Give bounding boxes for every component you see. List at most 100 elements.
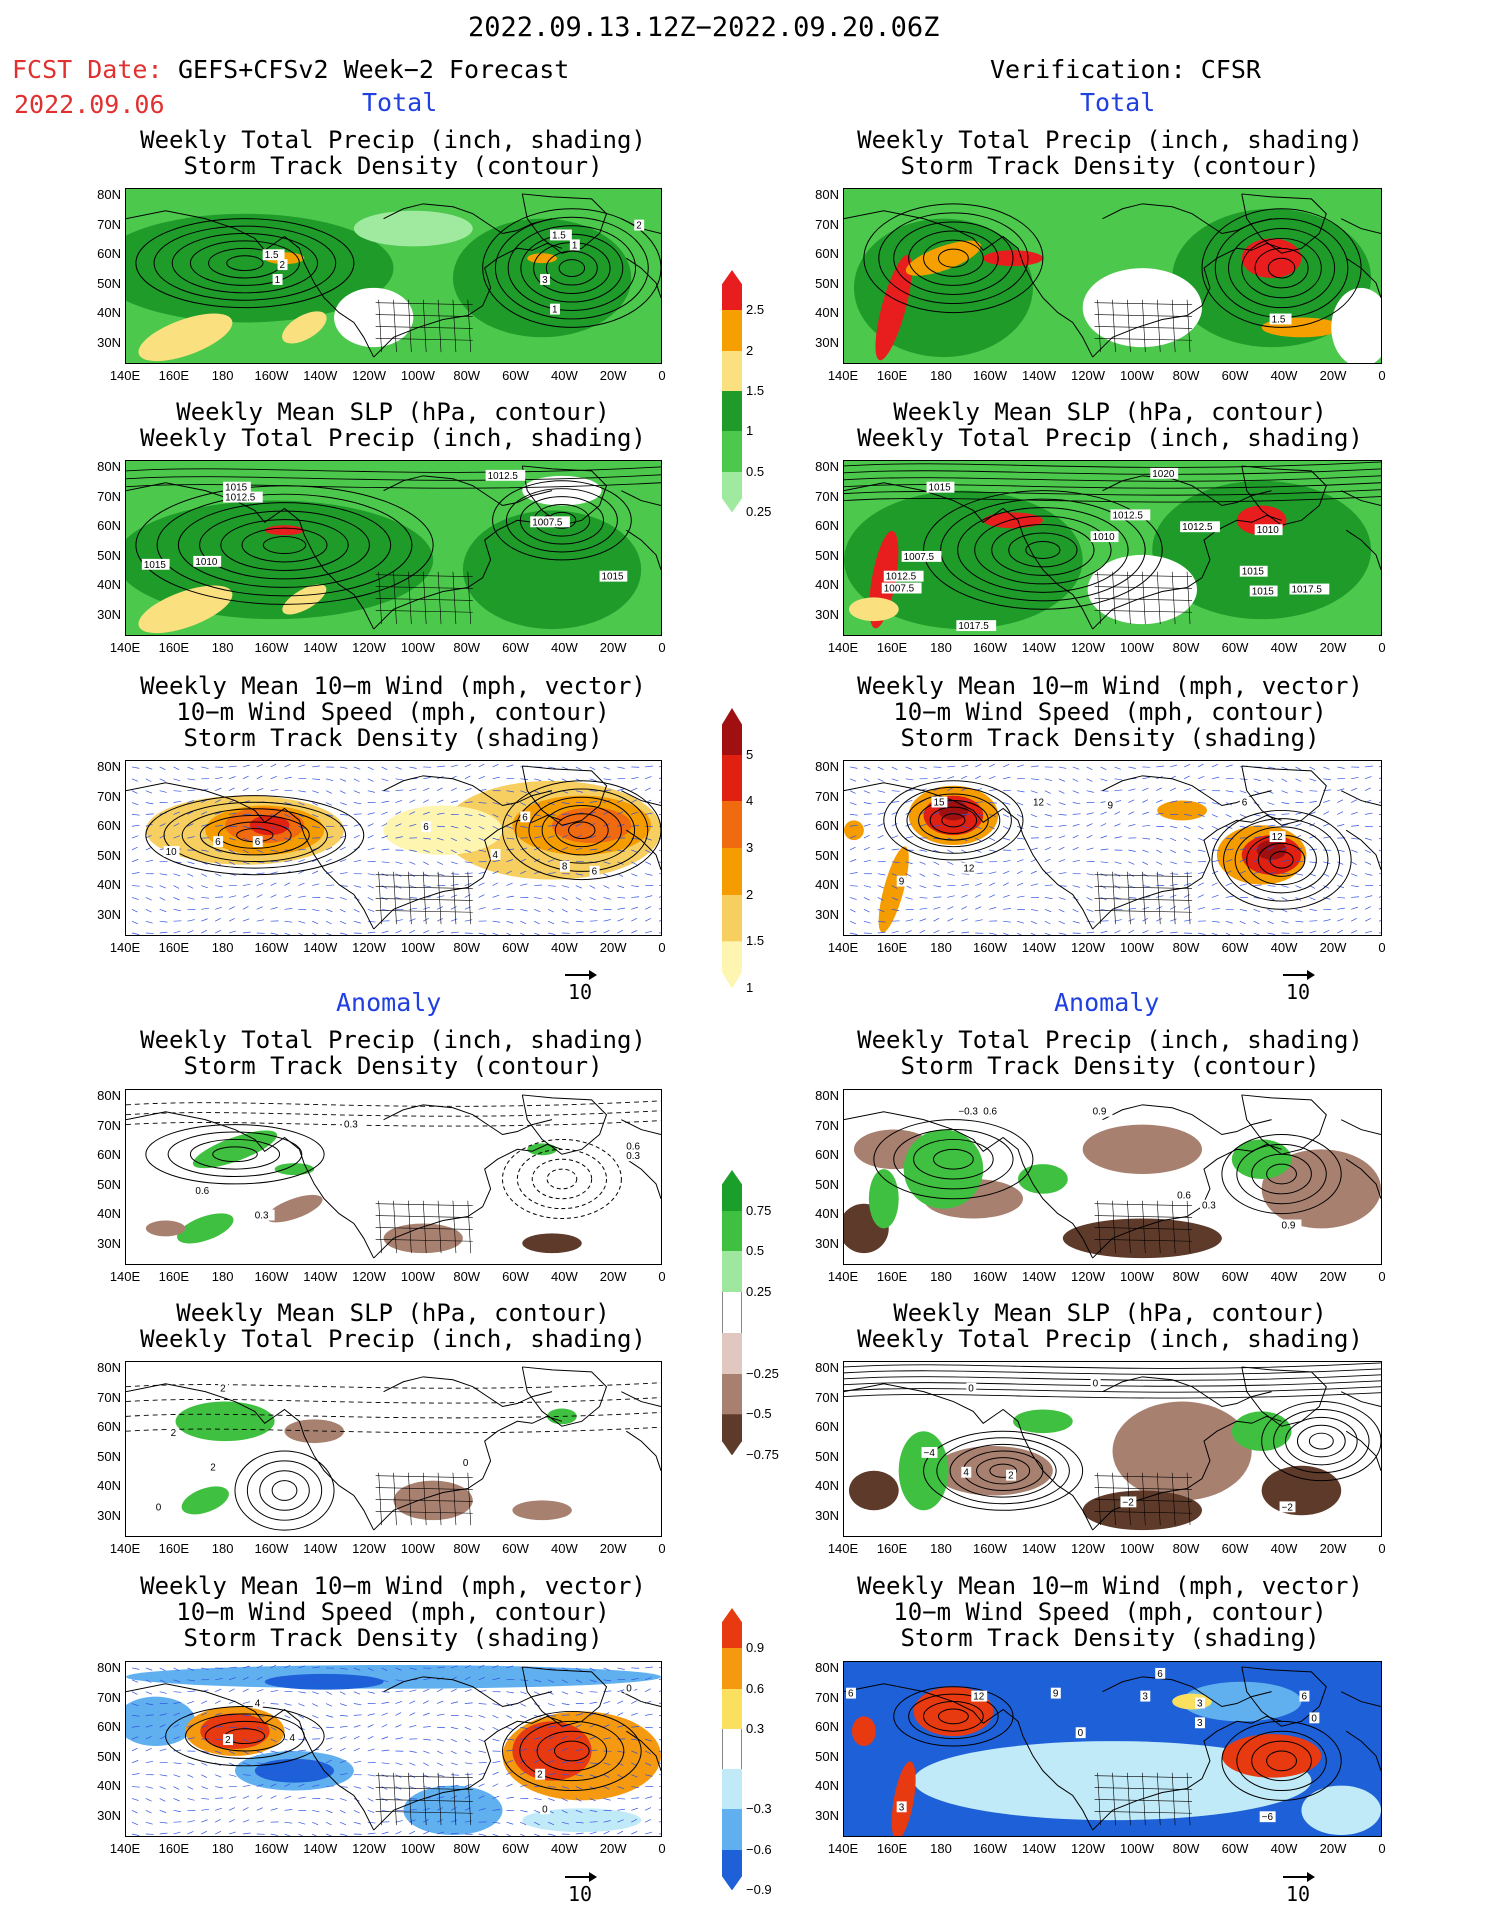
contour-label: 1015 [144,560,166,571]
contour-label: 0.6 [626,1141,640,1152]
lat-label: 60N [97,246,121,261]
lat-label: 50N [97,275,121,291]
contour-label: 3 [1142,1692,1148,1703]
lat-label: 30N [815,1507,839,1523]
colorbar-swatch [722,1688,742,1730]
lon-label: 20W [1319,1269,1347,1284]
lon-label: 180 [211,940,234,955]
lon-label: 140E [109,940,141,955]
lon-label: 140W [1022,640,1056,655]
lon-label: 60W [502,1269,529,1284]
vector-ref-arrow-vf-anom [1283,1872,1315,1882]
vector-ref-label-fc-anom: 10 [567,1882,593,1906]
contour-label: 6 [423,822,429,833]
lon-label: 100W [400,1541,435,1556]
title-vf-slp-anom: Weekly Mean SLP (hPa, contour) Weekly Tot… [857,1299,1363,1353]
lon-label: 160E [158,640,189,655]
lat-label: 70N [97,1389,121,1405]
lon-label: 100W [400,640,435,655]
lon-label: 120W [1071,1541,1105,1556]
title-vf-slp: Weekly Mean SLP (hPa, contour) Weekly Tot… [857,398,1363,452]
lat-label: 80N [815,187,839,202]
contour-label: 8 [562,862,568,873]
lon-label: 40W [1270,640,1298,655]
contour-label: 0.3 [255,1211,269,1222]
contour-label: 0 [156,1502,162,1513]
contour-label: 0.3 [1202,1201,1216,1212]
lon-label: 160W [973,368,1007,383]
lon-label: 100W [400,940,435,955]
contour-label: 1015 [929,483,952,494]
lon-label: 60W [502,368,529,383]
contour-label: 1012.5 [1113,510,1144,521]
lon-label: 140W [1022,1541,1056,1556]
lon-label: 120W [352,940,387,955]
lon-label: 80W [1172,940,1200,955]
colorbar-swatch [722,350,742,392]
lat-label: 30N [815,606,839,622]
contour-label: 0.3 [626,1151,640,1162]
colorbar-swatch [722,1728,742,1770]
lon-label: 100W [1120,1841,1154,1856]
contour-label: 9 [899,877,905,888]
lat-label: 50N [815,547,839,563]
lat-label: 50N [815,1448,839,1464]
section-total-right: Total [1080,88,1156,117]
contour-label: 12 [963,864,975,875]
contour-label: 6 [848,1689,854,1700]
map-fc-precip-storm: 1.5 2 1 1 1.5 3 1 2 [125,188,662,364]
lat-label: 30N [97,1235,121,1251]
contour-label: 2 [171,1428,177,1439]
lon-label: 20W [1319,640,1347,655]
map-vf-slp-anom: 0 0 −4 4 2 −2 −2 [843,1361,1382,1537]
lon-label: 160E [158,940,189,955]
lon-label: 0 [658,640,666,655]
contour-label: 1015 [1252,586,1275,597]
title-vf-wind-anom: Weekly Mean 10−m Wind (mph, vector) 10−m … [857,1572,1363,1652]
lat-label: 60N [815,1719,839,1734]
lon-label: 80W [453,640,481,655]
lon-label: 40W [1270,940,1298,955]
lon-label: 160W [973,1841,1007,1856]
colorbar-swatch [722,431,742,473]
map-vf-precip-anom: −0.3 0.6 0.9 0.6 0.3 0.9 [843,1089,1382,1265]
lon-label: 140W [1022,1841,1056,1856]
lon-label: 40W [550,1269,578,1284]
contour-label: 6 [592,867,598,878]
lon-label: 120W [1071,368,1105,383]
lon-label: 140E [827,1269,859,1284]
lon-label: 80W [453,368,481,383]
contour-label: 3 [1197,1699,1203,1710]
contour-label: −6 [1262,1812,1274,1823]
contour-label: 1012.5 [225,493,256,504]
contour-label: 4 [255,1698,261,1709]
lat-label: 50N [815,847,839,863]
lat-label: 70N [97,216,121,232]
contour-label: 0 [463,1458,469,1469]
lat-label: 60N [97,1719,121,1734]
contour-label: 12 [1272,832,1284,843]
lon-label: 0 [1378,1269,1386,1284]
colorbar-swatch [722,801,742,849]
lon-label: 60W [1221,940,1249,955]
lat-label: 80N [97,1088,121,1103]
colorbar-swatch [722,471,742,513]
colorbar-label: −0.25 [746,1365,779,1381]
lat-label: 30N [97,906,121,922]
colorbar-precip-total [722,270,742,513]
colorbar-swatch [722,1608,742,1649]
contour-label: 1007.5 [904,552,935,563]
lon-label: 180 [930,1269,952,1284]
contour-label: 2 [210,1463,216,1474]
lon-label: 140W [303,940,338,955]
lon-label: 60W [502,940,529,955]
vector-ref-label-fc: 10 [567,980,593,1004]
contour-label: 1012.5 [488,471,519,482]
title-fc-wind-anom: Weekly Mean 10−m Wind (mph, vector) 10−m … [140,1572,646,1652]
lat-label: 80N [815,459,839,474]
lon-label: 40W [550,940,578,955]
lon-label: 160W [254,940,289,955]
contour-label: 1015 [1242,567,1265,578]
lat-label: 80N [97,1660,121,1675]
contour-label: 1 [552,305,558,316]
